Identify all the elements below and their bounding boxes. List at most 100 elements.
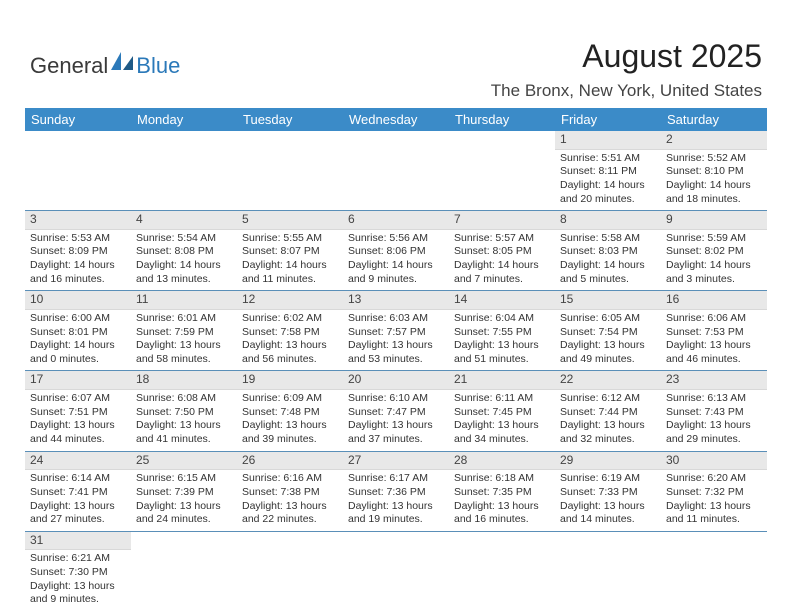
sunset-text: Sunset: 7:55 PM <box>454 326 550 340</box>
sunset-text: Sunset: 7:50 PM <box>136 406 232 420</box>
daylight-text: Daylight: 14 hours and 3 minutes. <box>666 259 762 286</box>
sunset-text: Sunset: 7:53 PM <box>666 326 762 340</box>
day-number: 9 <box>661 211 767 230</box>
daylight-text: Daylight: 13 hours and 56 minutes. <box>242 339 338 366</box>
calendar-day-cell: 1Sunrise: 5:51 AMSunset: 8:11 PMDaylight… <box>555 131 661 211</box>
sunrise-text: Sunrise: 6:20 AM <box>666 472 762 486</box>
sunset-text: Sunset: 7:54 PM <box>560 326 656 340</box>
sunset-text: Sunset: 8:11 PM <box>560 165 656 179</box>
calendar-week-row: 1Sunrise: 5:51 AMSunset: 8:11 PMDaylight… <box>25 131 767 211</box>
sunset-text: Sunset: 7:47 PM <box>348 406 444 420</box>
calendar-day-cell: 8Sunrise: 5:58 AMSunset: 8:03 PMDaylight… <box>555 211 661 291</box>
daylight-text: Daylight: 14 hours and 5 minutes. <box>560 259 656 286</box>
col-friday: Friday <box>555 108 661 131</box>
day-number: 7 <box>449 211 555 230</box>
calendar-day-cell: 29Sunrise: 6:19 AMSunset: 7:33 PMDayligh… <box>555 451 661 531</box>
daylight-text: Daylight: 13 hours and 16 minutes. <box>454 500 550 527</box>
calendar-day-cell: 18Sunrise: 6:08 AMSunset: 7:50 PMDayligh… <box>131 371 237 451</box>
day-number: 22 <box>555 371 661 390</box>
daylight-text: Daylight: 13 hours and 39 minutes. <box>242 419 338 446</box>
sunset-text: Sunset: 7:44 PM <box>560 406 656 420</box>
sunset-text: Sunset: 7:30 PM <box>30 566 126 580</box>
sunrise-text: Sunrise: 6:01 AM <box>136 312 232 326</box>
sunrise-text: Sunrise: 6:14 AM <box>30 472 126 486</box>
sunset-text: Sunset: 7:45 PM <box>454 406 550 420</box>
sunrise-text: Sunrise: 5:55 AM <box>242 232 338 246</box>
day-number: 26 <box>237 452 343 471</box>
calendar-day-cell: 30Sunrise: 6:20 AMSunset: 7:32 PMDayligh… <box>661 451 767 531</box>
sunrise-text: Sunrise: 6:11 AM <box>454 392 550 406</box>
day-number: 27 <box>343 452 449 471</box>
calendar-day-cell: 20Sunrise: 6:10 AMSunset: 7:47 PMDayligh… <box>343 371 449 451</box>
daylight-text: Daylight: 13 hours and 11 minutes. <box>666 500 762 527</box>
calendar-day-cell: 26Sunrise: 6:16 AMSunset: 7:38 PMDayligh… <box>237 451 343 531</box>
daylight-text: Daylight: 14 hours and 0 minutes. <box>30 339 126 366</box>
calendar-day-cell: 21 Sunrise: 6:11 AMSunset: 7:45 PMDayligh… <box>449 371 555 451</box>
sunset-text: Sunset: 8:03 PM <box>560 245 656 259</box>
sunrise-text: Sunrise: 6:08 AM <box>136 392 232 406</box>
sunrise-text: Sunrise: 6:09 AM <box>242 392 338 406</box>
daylight-text: Daylight: 13 hours and 34 minutes. <box>454 419 550 446</box>
calendar-week-row: 17Sunrise: 6:07 AMSunset: 7:51 PMDayligh… <box>25 371 767 451</box>
sunrise-text: Sunrise: 5:57 AM <box>454 232 550 246</box>
sunrise-text: Sunrise: 6:15 AM <box>136 472 232 486</box>
daylight-text: Daylight: 14 hours and 9 minutes. <box>348 259 444 286</box>
sunrise-text: Sunrise: 6:17 AM <box>348 472 444 486</box>
day-number: 16 <box>661 291 767 310</box>
sunrise-text: Sunrise: 6:03 AM <box>348 312 444 326</box>
daylight-text: Daylight: 13 hours and 53 minutes. <box>348 339 444 366</box>
sunrise-text: Sunrise: 5:51 AM <box>560 152 656 166</box>
calendar-day-cell: 22Sunrise: 6:12 AMSunset: 7:44 PMDayligh… <box>555 371 661 451</box>
day-number: 31 <box>25 532 131 551</box>
sunset-text: Sunset: 8:06 PM <box>348 245 444 259</box>
sunset-text: Sunset: 7:58 PM <box>242 326 338 340</box>
sunset-text: Sunset: 8:05 PM <box>454 245 550 259</box>
day-number: 20 <box>343 371 449 390</box>
calendar-day-cell: 14Sunrise: 6:04 AMSunset: 7:55 PMDayligh… <box>449 291 555 371</box>
page-header: August 2025 The Bronx, New York, United … <box>491 38 762 101</box>
sunset-text: Sunset: 8:01 PM <box>30 326 126 340</box>
calendar-day-cell <box>237 131 343 211</box>
calendar-day-cell: 27Sunrise: 6:17 AMSunset: 7:36 PMDayligh… <box>343 451 449 531</box>
calendar-day-cell: 23Sunrise: 6:13 AMSunset: 7:43 PMDayligh… <box>661 371 767 451</box>
daylight-text: Daylight: 13 hours and 58 minutes. <box>136 339 232 366</box>
sunrise-text: Sunrise: 6:21 AM <box>30 552 126 566</box>
calendar-day-cell <box>131 531 237 611</box>
sunrise-text: Sunrise: 6:00 AM <box>30 312 126 326</box>
col-tuesday: Tuesday <box>237 108 343 131</box>
day-number: 6 <box>343 211 449 230</box>
day-number: 8 <box>555 211 661 230</box>
sunset-text: Sunset: 7:43 PM <box>666 406 762 420</box>
calendar-day-cell: 12 Sunrise: 6:02 AMSunset: 7:58 PMDayligh… <box>237 291 343 371</box>
sunset-text: Sunset: 8:07 PM <box>242 245 338 259</box>
calendar-day-cell: 28Sunrise: 6:18 AMSunset: 7:35 PMDayligh… <box>449 451 555 531</box>
calendar-day-cell <box>25 131 131 211</box>
day-number: 1 <box>555 131 661 150</box>
day-number: 21 <box>449 371 555 390</box>
sunset-text: Sunset: 8:02 PM <box>666 245 762 259</box>
sunset-text: Sunset: 7:41 PM <box>30 486 126 500</box>
calendar-day-cell: 24Sunrise: 6:14 AMSunset: 7:41 PMDayligh… <box>25 451 131 531</box>
day-number: 13 <box>343 291 449 310</box>
day-number: 18 <box>131 371 237 390</box>
day-number: 24 <box>25 452 131 471</box>
calendar-week-row: 10Sunrise: 6:00 AMSunset: 8:01 PMDayligh… <box>25 291 767 371</box>
daylight-text: Daylight: 13 hours and 22 minutes. <box>242 500 338 527</box>
sunset-text: Sunset: 7:36 PM <box>348 486 444 500</box>
calendar-table: Sunday Monday Tuesday Wednesday Thursday… <box>25 108 767 611</box>
daylight-text: Daylight: 14 hours and 13 minutes. <box>136 259 232 286</box>
sunrise-text: Sunrise: 6:02 AM <box>242 312 338 326</box>
calendar-week-row: 24Sunrise: 6:14 AMSunset: 7:41 PMDayligh… <box>25 451 767 531</box>
day-number: 30 <box>661 452 767 471</box>
day-number: 12 <box>237 291 343 310</box>
sunrise-text: Sunrise: 5:53 AM <box>30 232 126 246</box>
calendar-day-cell: 6Sunrise: 5:56 AMSunset: 8:06 PMDaylight… <box>343 211 449 291</box>
day-number: 11 <box>131 291 237 310</box>
sunset-text: Sunset: 8:08 PM <box>136 245 232 259</box>
calendar-day-cell: 7Sunrise: 5:57 AMSunset: 8:05 PMDaylight… <box>449 211 555 291</box>
sunrise-text: Sunrise: 6:07 AM <box>30 392 126 406</box>
calendar-day-cell: 31Sunrise: 6:21 AMSunset: 7:30 PMDayligh… <box>25 531 131 611</box>
daylight-text: Daylight: 13 hours and 19 minutes. <box>348 500 444 527</box>
daylight-text: Daylight: 13 hours and 27 minutes. <box>30 500 126 527</box>
sunset-text: Sunset: 7:59 PM <box>136 326 232 340</box>
